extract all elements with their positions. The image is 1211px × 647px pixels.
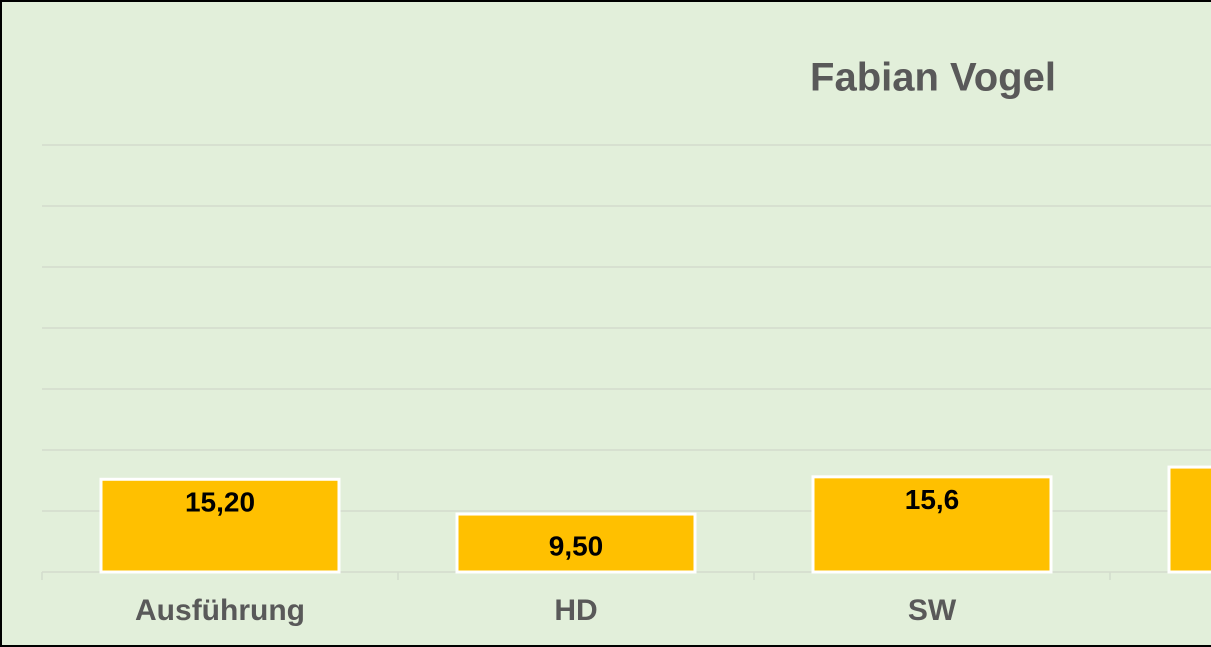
chart-title: Fabian Vogel [810, 56, 1056, 100]
x-tick-label: SW [908, 594, 957, 627]
x-tick-label: HD [554, 594, 597, 627]
data-label: 9,50 [549, 530, 604, 561]
bar [455, 512, 697, 574]
bar [1167, 465, 1211, 574]
bar [811, 475, 1053, 574]
x-tick-label: Ausführung [135, 594, 305, 627]
data-label: 15,20 [185, 487, 255, 518]
bar [99, 477, 341, 574]
data-label: 15,6 [905, 484, 960, 515]
